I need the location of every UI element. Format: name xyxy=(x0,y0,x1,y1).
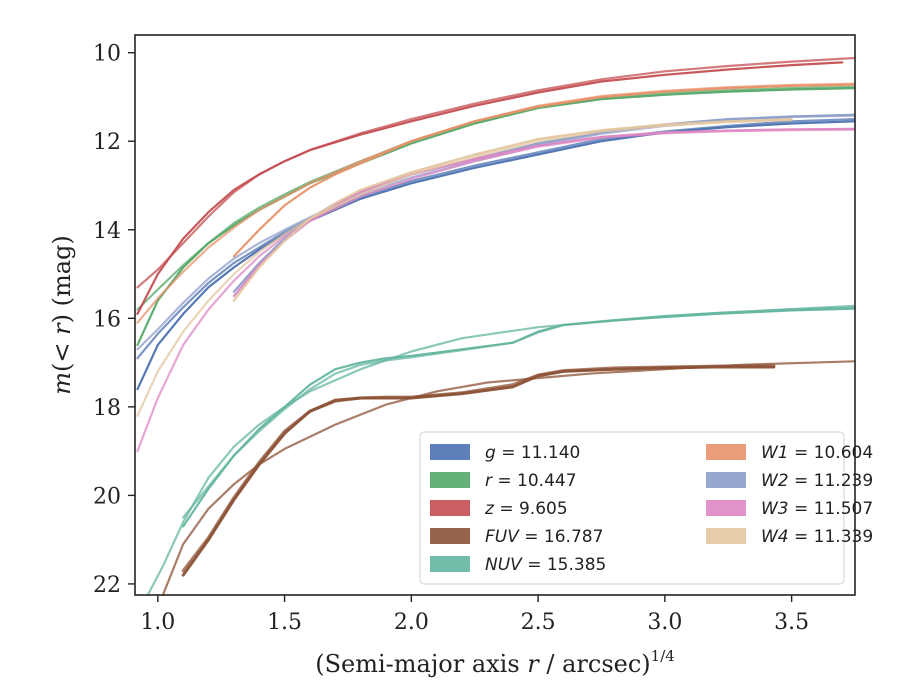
legend-box xyxy=(419,431,845,585)
y-tick-label: 12 xyxy=(93,130,121,155)
series-layer xyxy=(136,56,855,595)
legend-item-w1: W1 = 10.604 xyxy=(706,443,873,463)
x-axis-ticks: 1.0 1.5 2.0 2.5 3.0 3.5 xyxy=(140,595,809,635)
x-tick-label: 2.0 xyxy=(394,610,429,635)
axis-labels: (Semi-major axis r / arcsec)1/4 m(< r) (m… xyxy=(48,235,675,678)
legend-item-nuv: NUV = 15.385 xyxy=(430,555,606,575)
series-fuv-line-3 xyxy=(161,360,855,595)
legend-item-fuv: FUV = 16.787 xyxy=(430,527,603,547)
legend-label: W4 = 11.339 xyxy=(761,527,873,547)
series-w3 xyxy=(136,127,855,453)
series-g xyxy=(136,118,855,391)
legend-label: z = 9.605 xyxy=(484,499,568,519)
y-tick-label: 10 xyxy=(93,42,121,67)
y-tick-label: 22 xyxy=(93,573,121,598)
series-z-line-1 xyxy=(136,61,844,315)
legend-swatch xyxy=(430,500,470,516)
series-nuv xyxy=(146,304,855,595)
legend-label: r = 10.447 xyxy=(485,471,577,491)
legend-item-g: g = 11.140 xyxy=(430,443,580,463)
y-tick-label: 14 xyxy=(93,219,121,244)
series-w4 xyxy=(136,118,793,417)
series-w4-line-1 xyxy=(232,118,793,302)
legend-swatch xyxy=(706,444,746,460)
series-w1 xyxy=(136,82,855,324)
legend-swatch xyxy=(430,472,470,488)
legend-swatch xyxy=(430,556,470,572)
legend: g = 11.140 r = 10.447 z = 9.605 FUV = 16.78… xyxy=(419,431,873,585)
legend-label: W1 = 10.604 xyxy=(761,443,873,463)
series-fuv xyxy=(161,360,855,595)
y-tick-label: 20 xyxy=(93,484,121,509)
legend-swatch xyxy=(706,472,746,488)
legend-item-w2: W2 = 11.239 xyxy=(706,471,873,491)
x-tick-label: 1.0 xyxy=(140,610,175,635)
y-tick-label: 18 xyxy=(93,396,121,421)
legend-label: NUV = 15.385 xyxy=(485,555,606,575)
y-axis-label: m(< r) (mag) xyxy=(48,235,76,395)
series-w1-line-1 xyxy=(232,83,855,258)
x-tick-label: 3.0 xyxy=(647,610,682,635)
x-tick-label: 2.5 xyxy=(521,610,556,635)
x-axis-label: (Semi-major axis r / arcsec)1/4 xyxy=(315,647,675,678)
legend-item-r: r = 10.447 xyxy=(430,471,577,491)
x-tick-label: 1.5 xyxy=(267,610,302,635)
y-axis-ticks: 10 12 14 16 18 20 22 xyxy=(93,42,135,598)
series-w1-line-2 xyxy=(136,82,855,324)
series-z-line-2 xyxy=(136,56,855,289)
legend-swatch xyxy=(706,528,746,544)
series-w3-line-2 xyxy=(136,128,855,453)
series-z xyxy=(136,56,855,315)
legend-label: FUV = 16.787 xyxy=(485,527,603,547)
legend-item-w3: W3 = 11.507 xyxy=(706,499,873,519)
legend-label: g = 11.140 xyxy=(485,443,580,463)
legend-item-w4: W4 = 11.339 xyxy=(706,527,873,547)
legend-label: W3 = 11.507 xyxy=(761,499,873,519)
legend-swatch xyxy=(430,444,470,460)
series-w4-line-2 xyxy=(136,118,793,417)
legend-swatch xyxy=(706,500,746,516)
legend-swatch xyxy=(430,528,470,544)
legend-item-z: z = 9.605 xyxy=(430,499,568,519)
x-tick-label: 3.5 xyxy=(774,610,809,635)
legend-label: W2 = 11.239 xyxy=(761,471,873,491)
plot-frame xyxy=(134,34,856,596)
series-nuv-line-3 xyxy=(146,304,855,595)
y-tick-label: 16 xyxy=(93,307,121,332)
